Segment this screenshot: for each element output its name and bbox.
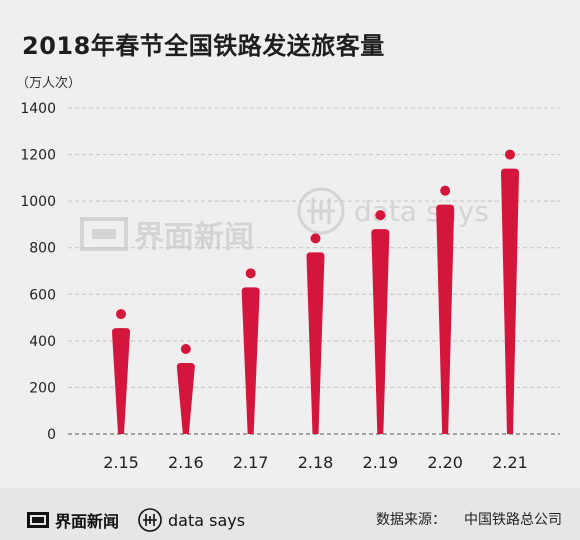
y-axis-unit-label: （万人次） (16, 76, 82, 91)
bar-chart: 0 200 400 600 800 1000 1200 1400 2.15 2.16 2.17 2.1… (20, 101, 560, 472)
x-tick-label: 2.15 (103, 453, 139, 472)
bar-value-dot (245, 268, 256, 279)
chart-title: 2018年春节全国铁路发送旅客量 (22, 32, 385, 60)
footer-brand-datasays: data says (138, 508, 245, 532)
x-tick-label: 2.18 (298, 453, 334, 472)
data-source: 数据来源： 中国铁路总公司 (376, 509, 562, 529)
y-tick-label: 1400 (20, 101, 56, 117)
x-tick-label: 2.16 (168, 453, 204, 472)
y-tick-label: 1200 (20, 148, 56, 164)
x-tick-label: 2.21 (492, 453, 528, 472)
bar-value-dot (310, 233, 321, 244)
bar (436, 204, 455, 434)
bar-value-dot (505, 149, 515, 160)
y-tick-label: 800 (29, 241, 56, 257)
y-tick-label: 0 (47, 427, 56, 443)
y-tick-label: 400 (29, 334, 56, 350)
bar-value-dot (180, 344, 191, 355)
y-tick-label: 600 (29, 287, 56, 303)
x-tick-label: 2.19 (363, 453, 399, 472)
footer: 界面新闻 data says 数据来源： 中国铁路总公司 (0, 488, 580, 540)
footer-brand-left-text: 界面新闻 (55, 512, 120, 531)
bar (112, 328, 130, 434)
bar (241, 287, 260, 434)
bar (501, 168, 519, 435)
bar (306, 252, 325, 434)
footer-brand-right-text: data says (168, 510, 246, 530)
datasays-logo-icon (138, 508, 162, 532)
bar-value-dot (440, 185, 451, 196)
source-label: 数据来源： (376, 512, 446, 528)
x-tick-label: 2.17 (233, 453, 269, 472)
jiemian-logo-icon (27, 512, 49, 528)
y-tick-label: 1000 (20, 194, 56, 210)
bar (176, 363, 195, 434)
bar-value-dot (375, 210, 386, 221)
bar-value-dot (116, 309, 126, 320)
x-tick-label: 2.20 (427, 453, 463, 472)
source-value: 中国铁路总公司 (464, 512, 562, 528)
y-tick-label: 200 (29, 380, 56, 396)
footer-brand-jiemian: 界面新闻 (26, 508, 119, 532)
bar (371, 229, 390, 434)
